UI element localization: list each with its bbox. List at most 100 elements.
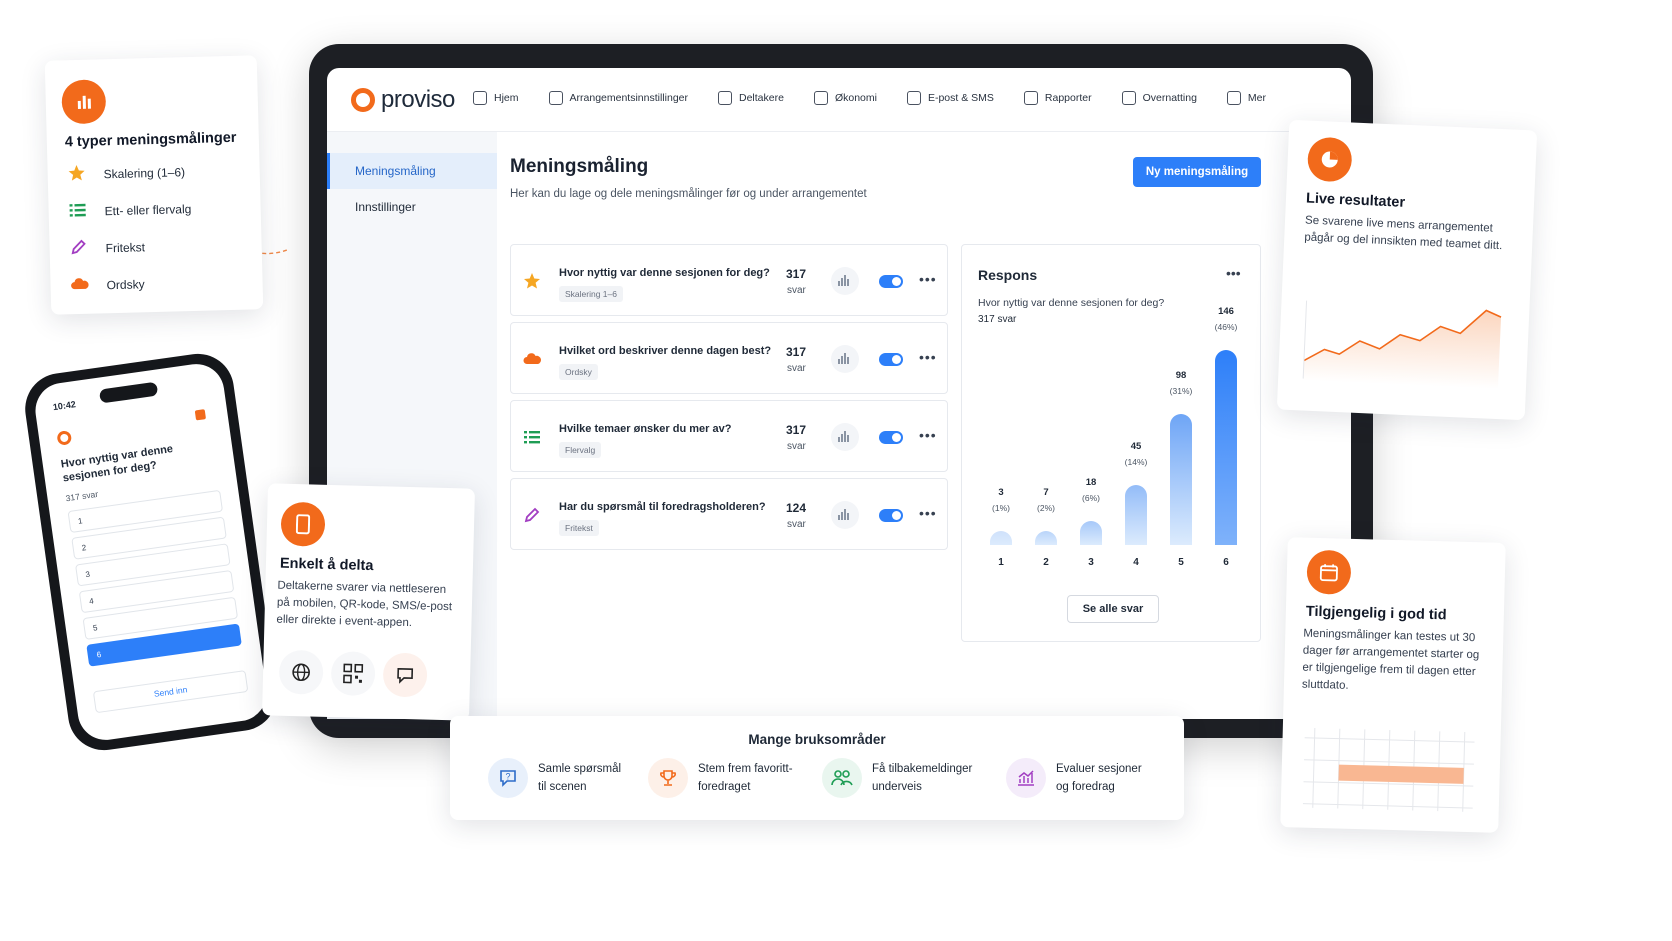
brand-name: proviso bbox=[381, 86, 455, 113]
phone-option-label: 5 bbox=[92, 623, 99, 633]
mail-icon bbox=[906, 91, 921, 105]
proviso-logo[interactable]: proviso bbox=[351, 86, 455, 114]
calendar-icon bbox=[1306, 549, 1352, 595]
more-options-icon[interactable]: ••• bbox=[919, 427, 937, 443]
top-navigation: proviso Hjem Arrangementsinnstillinger Del… bbox=[327, 68, 1351, 132]
chart-category-label: 3 bbox=[1088, 557, 1094, 568]
mobile-phone-icon bbox=[280, 501, 326, 547]
nav-item-6[interactable]: Overnatting bbox=[1121, 91, 1197, 105]
active-toggle[interactable] bbox=[879, 275, 903, 288]
globe-icon bbox=[278, 649, 324, 695]
chat-bubble-icon bbox=[382, 652, 428, 698]
cloud-icon bbox=[523, 350, 541, 368]
use-case-text: Få tilbakemeldinger underveis bbox=[872, 760, 972, 796]
more-options-icon[interactable]: ••• bbox=[919, 271, 937, 287]
poll-types-title: 4 typer meningsmålinger bbox=[64, 129, 237, 151]
live-results-title: Live resultater bbox=[1305, 190, 1406, 211]
question-row[interactable]: Har du spørsmål til foredragsholderen? Fr… bbox=[510, 478, 948, 550]
question-type-tag: Flervalg bbox=[559, 442, 602, 458]
use-case-text: Stem frem favoritt-foredraget bbox=[698, 760, 793, 796]
results-chart-icon[interactable] bbox=[831, 267, 859, 295]
bar-chart-icon bbox=[61, 79, 107, 125]
active-toggle[interactable] bbox=[879, 509, 903, 522]
phone-question: Hvor nyttig var denne sesjonen for deg? bbox=[60, 443, 174, 485]
use-case-item: ? Samle spørsmål til scenen bbox=[488, 758, 621, 798]
poll-type-item: Ordsky bbox=[70, 264, 194, 304]
nav-item-2[interactable]: Deltakere bbox=[718, 91, 784, 105]
people-icon bbox=[822, 758, 862, 798]
question-chat-icon: ? bbox=[488, 758, 528, 798]
chart-value-label: 7 bbox=[1043, 487, 1049, 498]
nav-item-3[interactable]: Økonomi bbox=[813, 91, 877, 105]
star-icon bbox=[523, 272, 541, 290]
phone-submit-button[interactable]: Send inn bbox=[92, 670, 249, 714]
answer-unit: svar bbox=[787, 519, 806, 530]
live-trend-line-chart bbox=[1302, 300, 1502, 390]
cloud-icon bbox=[70, 275, 89, 296]
chart-bar bbox=[1080, 521, 1102, 545]
phone-option-label: 1 bbox=[77, 516, 84, 526]
live-results-text: Se svarene live mens arrangementet pågår… bbox=[1304, 214, 1503, 253]
svg-text:?: ? bbox=[505, 772, 510, 782]
chart-value-label: 3 bbox=[998, 487, 1004, 498]
sidebar-item-innstillinger[interactable]: Innstillinger bbox=[355, 200, 416, 214]
new-poll-button[interactable]: Ny meningsmåling bbox=[1133, 157, 1261, 187]
report-icon bbox=[1023, 91, 1038, 105]
active-toggle[interactable] bbox=[879, 353, 903, 366]
nav-item-1[interactable]: Arrangementsinnstillinger bbox=[548, 91, 688, 105]
response-count: 317 svar bbox=[978, 314, 1017, 325]
question-row[interactable]: Hvilket ord beskriver denne dagen best? O… bbox=[510, 322, 948, 394]
chart-value-label: 45 bbox=[1130, 441, 1142, 452]
chart-category-label: 2 bbox=[1043, 557, 1049, 568]
chart-bar bbox=[1215, 350, 1237, 545]
nav-item-7[interactable]: Mer bbox=[1226, 91, 1266, 105]
poll-type-label: Fritekst bbox=[105, 239, 146, 255]
question-text: Hvilket ord beskriver denne dagen best? bbox=[559, 345, 772, 357]
more-options-icon[interactable]: ••• bbox=[919, 505, 937, 521]
nav-item-4[interactable]: E-post & SMS bbox=[906, 91, 994, 105]
question-row[interactable]: Hvilke temaer ønsker du mer av? Flervalg 3… bbox=[510, 400, 948, 472]
question-text: Hvor nyttig var denne sesjonen for deg? bbox=[559, 267, 770, 279]
chart-value-label: 98 bbox=[1175, 370, 1187, 382]
answer-unit: svar bbox=[787, 285, 806, 296]
chart-category-label: 6 bbox=[1223, 557, 1229, 568]
phone-notch bbox=[98, 381, 159, 404]
chart-bar bbox=[1035, 531, 1057, 545]
question-type-tag: Fritekst bbox=[559, 520, 599, 536]
page-title: Meningsmåling bbox=[510, 156, 649, 177]
list-icon bbox=[68, 201, 87, 222]
results-chart-icon[interactable] bbox=[831, 345, 859, 373]
poll-type-item: Fritekst bbox=[69, 227, 193, 267]
response-more-icon[interactable]: ••• bbox=[1226, 265, 1241, 281]
use-case-item: Stem frem favoritt-foredraget bbox=[648, 758, 793, 798]
logo-mark-icon bbox=[351, 88, 375, 112]
availability-card: Tilgjengelig i god tid Meningsmålinger k… bbox=[1280, 537, 1506, 833]
nav-item-0[interactable]: Hjem bbox=[473, 91, 519, 105]
phone-option-label: 3 bbox=[84, 569, 91, 580]
page-subtitle: Her kan du lage og dele meningsmålinger … bbox=[510, 188, 867, 200]
use-case-line2: foredraget bbox=[698, 781, 751, 793]
pencil-icon bbox=[523, 506, 541, 524]
people-icon bbox=[718, 91, 732, 105]
chart-value-label: 146 bbox=[1218, 306, 1234, 318]
chart-bar bbox=[1170, 414, 1192, 545]
answer-count: 124 bbox=[786, 501, 807, 515]
sidebar-item-meningsmaling[interactable]: Meningsmåling bbox=[327, 153, 497, 189]
question-row[interactable]: Hvor nyttig var denne sesjonen for deg? S… bbox=[510, 244, 948, 316]
response-question: Hvor nyttig var denne sesjonen for deg? bbox=[978, 297, 1165, 309]
chart-category-label: 4 bbox=[1133, 557, 1139, 568]
nav-items: Hjem Arrangementsinnstillinger Deltakere Øk… bbox=[473, 91, 1266, 105]
active-toggle[interactable] bbox=[879, 431, 903, 444]
poll-type-label: Ordsky bbox=[106, 276, 145, 292]
nav-item-label: Hjem bbox=[494, 92, 519, 104]
see-all-answers-button[interactable]: Se alle svar bbox=[1067, 595, 1159, 623]
more-options-icon[interactable]: ••• bbox=[919, 349, 937, 365]
results-chart-icon[interactable] bbox=[831, 501, 859, 529]
results-chart-icon[interactable] bbox=[831, 423, 859, 451]
nav-item-label: Deltakere bbox=[739, 92, 784, 104]
availability-text: Meningsmålinger kan testes ut 30 dager f… bbox=[1301, 627, 1480, 692]
nav-item-5[interactable]: Rapporter bbox=[1023, 91, 1092, 105]
question-type-tag: Ordsky bbox=[559, 364, 598, 380]
question-type-tag: Skalering 1–6 bbox=[559, 286, 623, 302]
arrow-types-to-list bbox=[241, 247, 288, 255]
